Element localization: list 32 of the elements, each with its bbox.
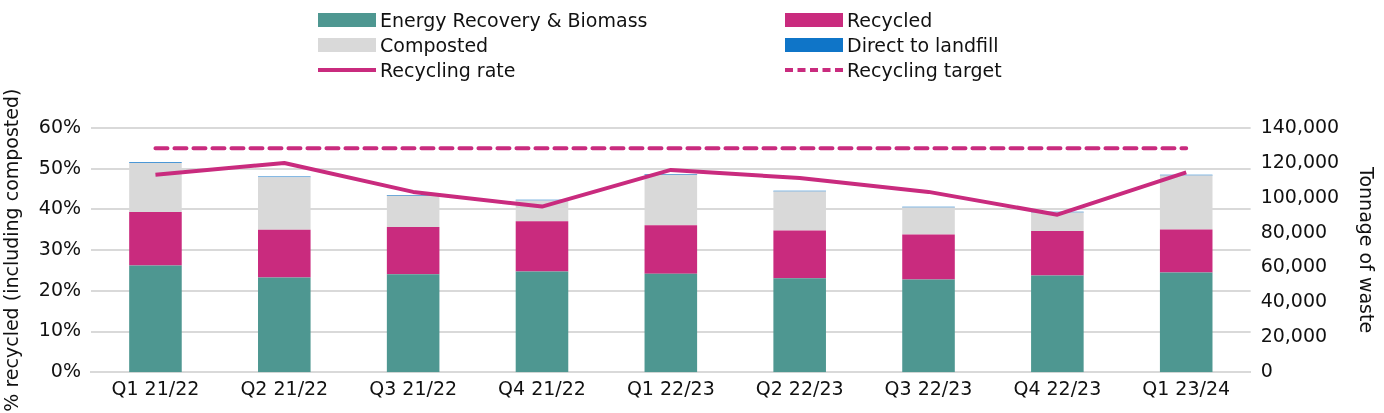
y-axis-title: % recycled (including composted) [0, 88, 23, 412]
y2-tick-label: 80,000 [1260, 219, 1328, 242]
y2-tick-label: 0 [1260, 359, 1273, 382]
y2-tick-label: 40,000 [1260, 289, 1328, 312]
x-tick-label: Q4 22/23 [1013, 376, 1102, 399]
legend-label: Direct to landfill [847, 33, 999, 56]
x-tick-label: Q2 21/22 [240, 376, 329, 399]
y2-tick-label: 140,000 [1260, 114, 1340, 137]
y-tick-label: 40% [38, 196, 82, 219]
x-tick-label: Q1 22/23 [626, 376, 715, 399]
y-tick-label: 0% [50, 359, 82, 382]
y2-tick-label: 20,000 [1260, 324, 1328, 347]
x-tick-label: Q1 23/24 [1142, 376, 1231, 399]
legend-label: Recycling rate [380, 58, 516, 81]
x-tick-label: Q1 21/22 [111, 376, 200, 399]
y2-tick-label: 120,000 [1260, 149, 1340, 172]
y-tick-label: 30% [38, 237, 82, 260]
legend-label: Energy Recovery & Biomass [380, 8, 648, 31]
y-tick-label: 20% [38, 277, 82, 300]
y2-tick-label: 100,000 [1260, 184, 1340, 207]
y-tick-label: 10% [38, 318, 82, 341]
y-tick-label: 50% [38, 155, 82, 178]
x-tick-label: Q3 21/22 [369, 376, 458, 399]
x-tick-label: Q4 21/22 [498, 376, 586, 399]
x-tick-label: Q3 22/23 [884, 376, 973, 399]
y2-tick-label: 60,000 [1260, 254, 1328, 277]
legend-label: Recycled [847, 8, 933, 31]
x-tick-label: Q2 22/23 [755, 376, 844, 399]
y-tick-label: 60% [38, 114, 82, 137]
y2-axis-title: Tonnage of waste [1355, 166, 1378, 334]
legend-label: Composted [380, 33, 489, 56]
legend-label: Recycling target [847, 58, 1002, 81]
